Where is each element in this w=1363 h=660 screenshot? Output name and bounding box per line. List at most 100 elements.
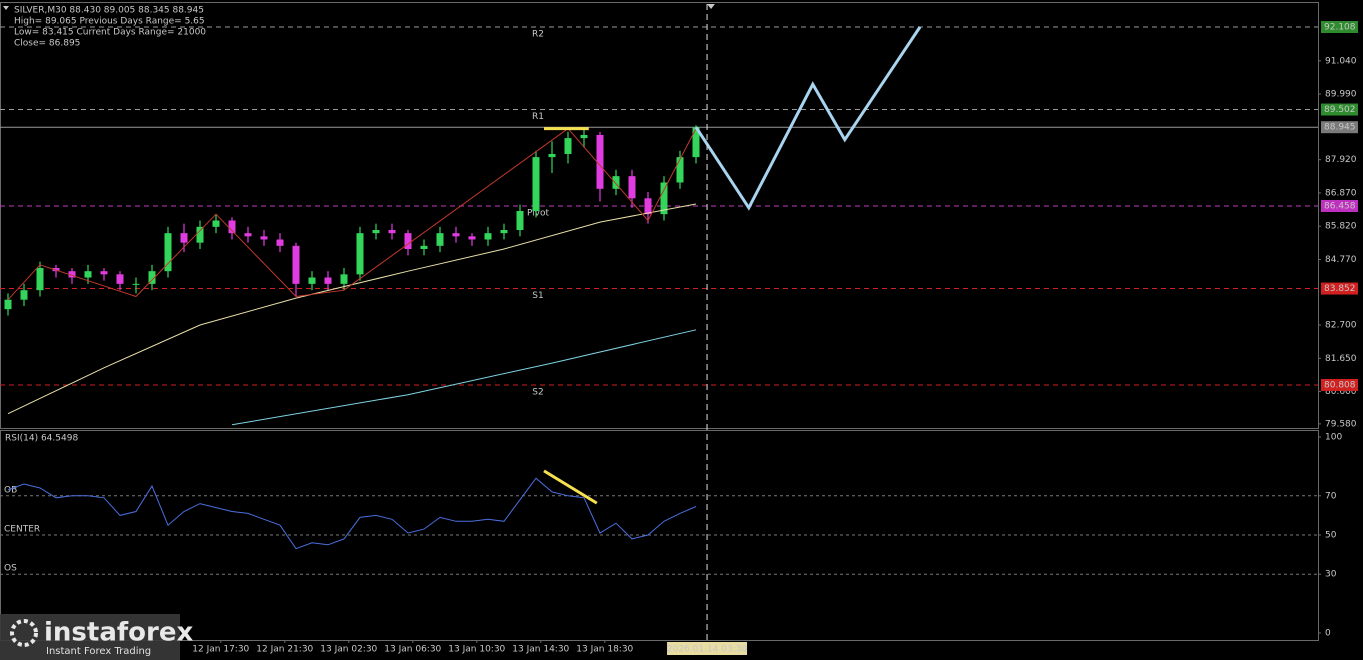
candle-body [676, 157, 684, 183]
time-marker-box [667, 642, 748, 655]
level-price-box [1321, 20, 1358, 33]
level-label: R2 [532, 29, 544, 39]
overlay-line [7, 127, 697, 301]
brand-tagline: Instant Forex Trading [46, 646, 151, 657]
candle-body [468, 236, 476, 240]
y-tick-label: 87.920 [1325, 155, 1357, 165]
candle-body [484, 233, 492, 240]
level-price: 86.458 [1324, 201, 1356, 211]
overlay-line [231, 329, 697, 426]
candle-body [244, 233, 252, 237]
level-price: 80.808 [1324, 380, 1356, 390]
candle-body [260, 236, 268, 240]
candle-body [84, 271, 92, 278]
y-tick-label: 100 [1325, 432, 1342, 442]
candle-body [356, 233, 364, 275]
level-label: S1 [532, 291, 543, 301]
candle-body [596, 134, 604, 189]
candle-body [404, 233, 412, 250]
candle-body [36, 268, 44, 291]
y-tick-label: 0 [1325, 629, 1331, 639]
y-tick-label: 79.580 [1325, 419, 1357, 429]
candle-body [660, 182, 668, 215]
candle-body [116, 274, 124, 284]
candle-body [644, 198, 652, 215]
candle-body [612, 176, 620, 189]
candle-body [292, 245, 300, 284]
time-marker-label: 2026.01.14 03:30 [667, 645, 748, 655]
candle-body [308, 277, 316, 284]
candle-body [100, 271, 108, 275]
level-label: CENTER [4, 525, 40, 535]
candle-body [516, 210, 524, 230]
plot-layer: SILVER,M30 88.430 89.005 88.345 88.945Hi… [0, 4, 1358, 655]
candle-body [500, 229, 508, 234]
x-tick-label: 13 Jan 06:30 [384, 645, 441, 655]
candle-body [212, 220, 220, 227]
candle-body [388, 229, 396, 234]
brand-name: instaforex [44, 618, 194, 648]
info-line: Close= 86.895 [14, 39, 80, 49]
brand-box [0, 614, 180, 660]
overlay-line [694, 26, 922, 211]
y-tick-label: 84.770 [1325, 255, 1357, 265]
candle-body [4, 299, 12, 310]
candle-body [340, 274, 348, 284]
y-tick-label: 70 [1325, 491, 1337, 501]
menu-arrow[interactable] [3, 6, 9, 10]
candle-body [180, 233, 188, 243]
candle-body [132, 283, 140, 285]
overlay-line [543, 469, 598, 505]
x-tick-label: 13 Jan 02:30 [320, 645, 377, 655]
candle-body [196, 226, 204, 243]
info-line: SILVER,M30 88.430 89.005 88.345 88.945 [14, 6, 204, 16]
current-price-label: 88.945 [1324, 123, 1356, 133]
candle-body [324, 277, 332, 284]
shift-marker [707, 4, 715, 9]
level-label: R1 [532, 112, 544, 122]
level-price: 92.108 [1324, 22, 1356, 32]
y-tick-label: 81.650 [1325, 354, 1357, 364]
y-tick-label: 30 [1325, 570, 1337, 580]
level-price: 83.852 [1324, 284, 1356, 294]
level-label: Pivot [527, 208, 550, 218]
candle-body [452, 233, 460, 237]
level-price-box [1321, 282, 1358, 295]
candle-body [276, 239, 284, 246]
level-price-box [1321, 103, 1358, 116]
x-tick-label: 12 Jan 17:30 [192, 645, 249, 655]
y-tick-label: 86.870 [1325, 188, 1357, 198]
candle-body [548, 153, 556, 158]
info-line: Low= 83.415 Current Days Range= 21000 [14, 28, 206, 38]
candle-body [564, 138, 572, 154]
x-tick-label: 13 Jan 18:30 [576, 645, 633, 655]
panel-title: RSI(14) 64.5498 [5, 434, 78, 444]
level-price: 89.502 [1324, 105, 1356, 115]
level-label: S2 [532, 387, 543, 397]
candle-body [580, 134, 588, 139]
rsi-line [7, 477, 697, 550]
candle-body [164, 233, 172, 272]
level-label: OB [4, 485, 17, 495]
level-label: OS [4, 564, 17, 574]
price-panel-frame [0, 2, 1319, 429]
y-tick-label: 80.600 [1325, 387, 1357, 397]
brand-logo [10, 619, 38, 647]
candle-body [20, 290, 28, 300]
y-tick-label: 91.040 [1325, 56, 1357, 66]
candle-body [692, 127, 700, 158]
y-tick-label: 89.990 [1325, 90, 1357, 100]
y-tick-label: 50 [1325, 531, 1337, 541]
y-tick-label: 82.700 [1325, 321, 1357, 331]
x-tick-label: 13 Jan 10:30 [448, 645, 505, 655]
candle-body [372, 229, 380, 234]
candle-body [228, 220, 236, 234]
level-price-box [1321, 199, 1358, 212]
level-price-box [1321, 378, 1358, 391]
candle-body [436, 233, 444, 246]
candle-body [68, 271, 76, 278]
current-price-box [1321, 121, 1358, 134]
candle-body [420, 245, 428, 250]
